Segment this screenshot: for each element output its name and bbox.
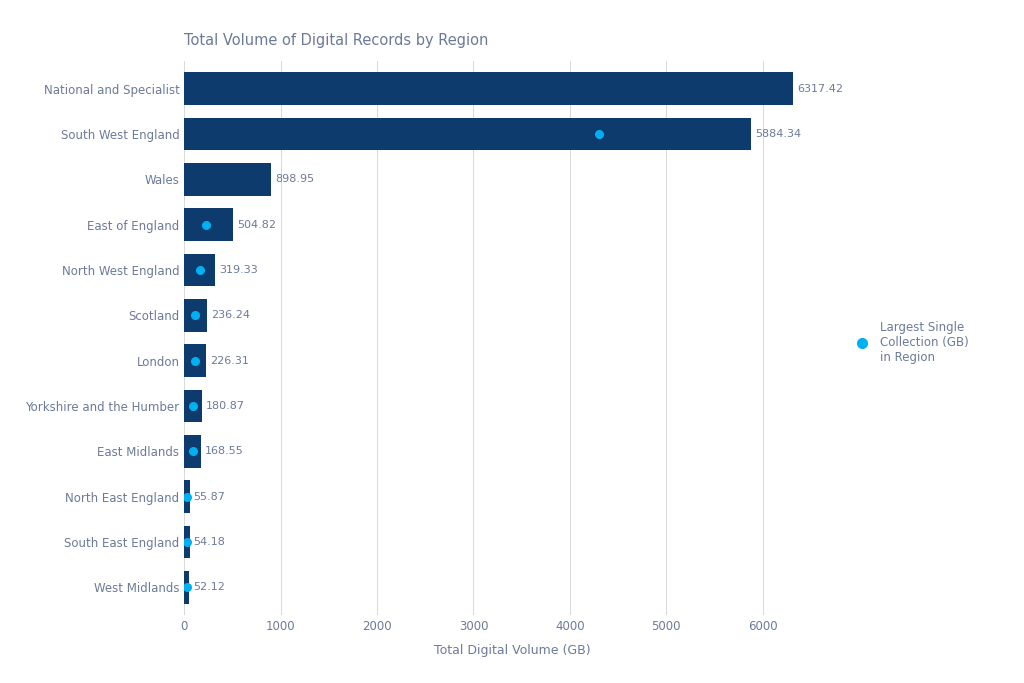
Text: 180.87: 180.87 — [206, 401, 245, 411]
Text: 504.82: 504.82 — [237, 220, 275, 229]
Bar — [184, 208, 233, 241]
Bar — [184, 299, 207, 332]
Bar — [184, 526, 189, 559]
Text: 6317.42: 6317.42 — [797, 84, 843, 94]
Text: Total Volume of Digital Records by Region: Total Volume of Digital Records by Regio… — [184, 33, 488, 48]
Text: 236.24: 236.24 — [211, 310, 250, 320]
Bar — [184, 117, 752, 150]
Bar — [184, 254, 215, 286]
X-axis label: Total Digital Volume (GB): Total Digital Volume (GB) — [434, 643, 590, 656]
Text: 52.12: 52.12 — [194, 583, 225, 592]
Text: 898.95: 898.95 — [274, 174, 314, 184]
Text: 226.31: 226.31 — [210, 356, 249, 366]
Text: 54.18: 54.18 — [194, 537, 225, 547]
Legend: Largest Single
Collection (GB)
in Region: Largest Single Collection (GB) in Region — [846, 316, 973, 369]
Bar — [184, 435, 201, 468]
Text: 168.55: 168.55 — [205, 447, 243, 456]
Text: 55.87: 55.87 — [194, 492, 225, 502]
Bar — [184, 480, 189, 513]
Text: 319.33: 319.33 — [219, 265, 258, 275]
Bar — [184, 571, 189, 604]
Bar — [184, 390, 202, 422]
Bar — [184, 72, 794, 105]
Bar — [184, 163, 271, 196]
Bar — [184, 344, 206, 377]
Text: 5884.34: 5884.34 — [756, 129, 802, 139]
